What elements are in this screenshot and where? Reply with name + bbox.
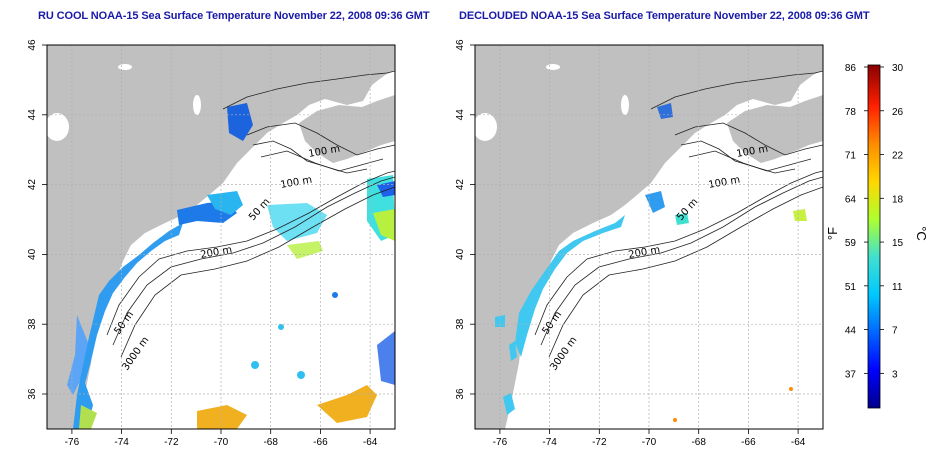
x-tick-label: -72 bbox=[164, 437, 179, 448]
fahrenheit-tick-label: 86 bbox=[845, 63, 857, 74]
colorbar-ticks: 86 30 78 26 71 22 64 18 59 15 51 11 44 7 37 3 bbox=[845, 63, 904, 380]
isobath-label: 200 m bbox=[628, 245, 661, 261]
graticule bbox=[47, 45, 395, 429]
x-tick-label: -72 bbox=[592, 437, 607, 448]
axis-ticks bbox=[42, 44, 371, 434]
x-tick-label: -76 bbox=[493, 437, 508, 448]
x-tick-label: -66 bbox=[313, 437, 328, 448]
x-tick-label: -66 bbox=[741, 437, 756, 448]
fahrenheit-tick-label: 71 bbox=[845, 151, 857, 162]
fahrenheit-tick-label: 59 bbox=[845, 238, 857, 249]
y-tick-label: 46 bbox=[27, 39, 38, 51]
celsius-tick-label: 15 bbox=[892, 238, 904, 249]
right-sst-map: 100 m 100 m 50 m 200 m 50 m 3000 m -76 -… bbox=[455, 39, 824, 448]
colorbar-gradient bbox=[867, 64, 881, 409]
y-tick-label: 40 bbox=[27, 248, 38, 260]
land-mass bbox=[475, 45, 823, 429]
axis-ticks bbox=[470, 44, 799, 434]
temperature-colorbar: 86 30 78 26 71 22 64 18 59 15 51 11 44 7 37 3 bbox=[845, 63, 904, 409]
lake bbox=[118, 64, 132, 70]
graticule bbox=[475, 45, 823, 429]
lake bbox=[475, 113, 497, 141]
celsius-unit-label: °C bbox=[913, 226, 929, 241]
celsius-tick-label: 30 bbox=[892, 63, 904, 74]
x-tick-label: -76 bbox=[65, 437, 80, 448]
y-tick-labels: 36 38 40 42 44 46 bbox=[27, 39, 38, 400]
fahrenheit-tick-label: 51 bbox=[845, 282, 857, 293]
fahrenheit-unit-label: °F bbox=[825, 226, 841, 241]
celsius-tick-label: 7 bbox=[892, 326, 898, 337]
isobath-contours bbox=[106, 70, 395, 358]
nova-scotia-land bbox=[299, 95, 395, 163]
y-tick-label: 38 bbox=[27, 318, 38, 330]
y-tick-label: 42 bbox=[455, 179, 466, 191]
y-tick-label: 44 bbox=[27, 109, 38, 121]
isobath-label: 200 m bbox=[200, 245, 233, 261]
x-tick-label: -64 bbox=[791, 437, 806, 448]
y-tick-label: 40 bbox=[455, 248, 466, 260]
y-tick-label: 46 bbox=[455, 39, 466, 51]
x-tick-label: -74 bbox=[114, 437, 129, 448]
nova-scotia-land bbox=[727, 95, 823, 163]
chesapeake-bay bbox=[67, 315, 89, 395]
sst-patches bbox=[495, 103, 807, 422]
land-mass bbox=[47, 45, 395, 429]
y-tick-label: 44 bbox=[455, 109, 466, 121]
isobath-label: 100 m bbox=[308, 144, 341, 160]
x-tick-label: -70 bbox=[642, 437, 657, 448]
x-tick-label: -68 bbox=[263, 437, 278, 448]
left-panel-title: RU COOL NOAA-15 Sea Surface Temperature … bbox=[38, 10, 430, 22]
isobath-label: 100 m bbox=[708, 175, 741, 191]
sst-patches bbox=[73, 103, 395, 429]
celsius-tick-label: 3 bbox=[892, 369, 898, 380]
celsius-tick-label: 18 bbox=[892, 194, 904, 205]
x-tick-label: -68 bbox=[691, 437, 706, 448]
isobath-label: 100 m bbox=[736, 144, 769, 160]
fahrenheit-tick-label: 37 bbox=[845, 369, 857, 380]
left-sst-map: 100 m 100 m 50 m 200 m 50 m 3000 m -76 - bbox=[27, 39, 396, 448]
fahrenheit-tick-label: 44 bbox=[845, 326, 857, 337]
lake bbox=[47, 113, 69, 141]
y-tick-label: 36 bbox=[455, 388, 466, 400]
lake bbox=[546, 64, 560, 70]
celsius-tick-label: 11 bbox=[892, 282, 903, 293]
isobath-label: 100 m bbox=[280, 175, 313, 191]
x-tick-label: -64 bbox=[363, 437, 378, 448]
celsius-tick-label: 22 bbox=[892, 151, 904, 162]
lake bbox=[193, 95, 201, 115]
x-tick-labels: -76 -74 -72 -70 -68 -66 -64 bbox=[493, 437, 806, 448]
x-tick-label: -74 bbox=[542, 437, 557, 448]
x-tick-labels: -76 -74 -72 -70 -68 -66 -64 bbox=[65, 437, 378, 448]
right-panel-title: DECLOUDED NOAA-15 Sea Surface Temperatur… bbox=[459, 10, 870, 22]
y-tick-labels: 36 38 40 42 44 46 bbox=[455, 39, 466, 400]
lake bbox=[621, 95, 629, 115]
fahrenheit-tick-label: 64 bbox=[845, 194, 857, 205]
x-tick-label: -70 bbox=[214, 437, 229, 448]
y-tick-label: 36 bbox=[27, 388, 38, 400]
isobath-contours bbox=[534, 70, 823, 358]
celsius-tick-label: 26 bbox=[892, 107, 904, 118]
y-tick-label: 38 bbox=[455, 318, 466, 330]
y-tick-label: 42 bbox=[27, 179, 38, 191]
fahrenheit-tick-label: 78 bbox=[845, 107, 857, 118]
